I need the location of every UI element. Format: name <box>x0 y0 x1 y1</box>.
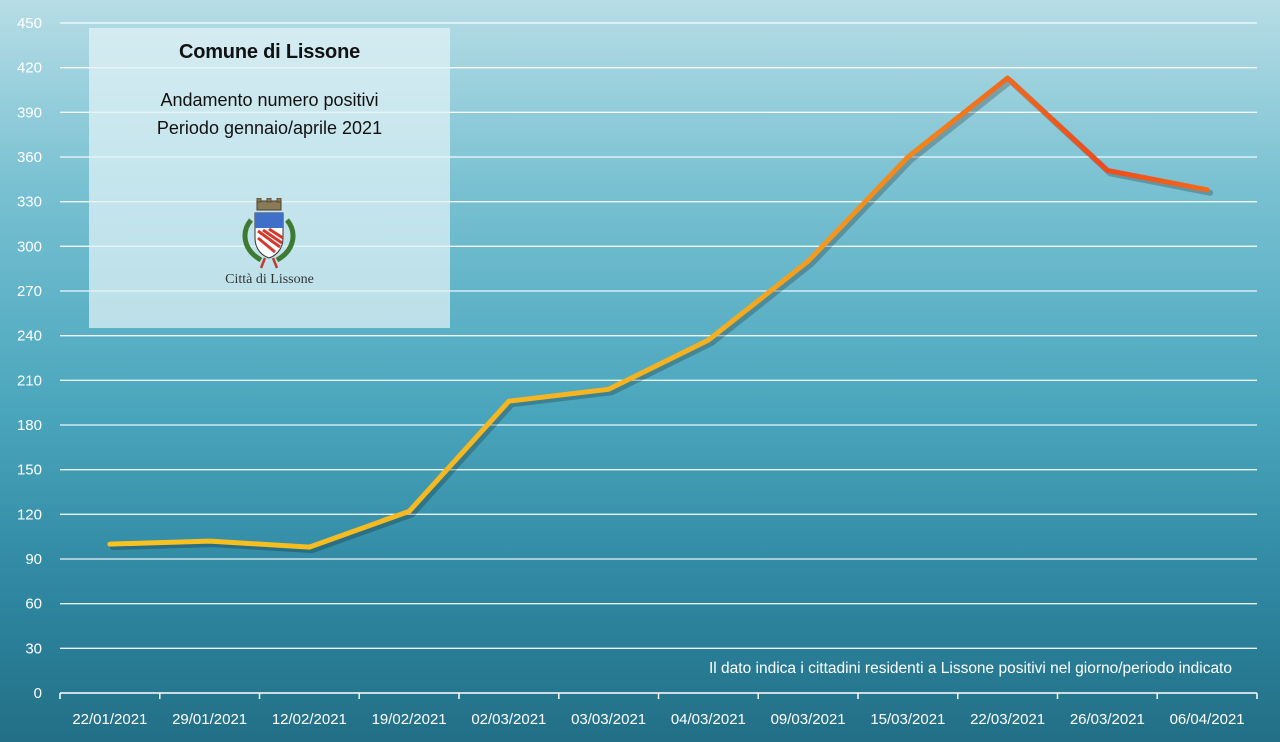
chart-info-box: Comune di Lissone Andamento numero posit… <box>89 28 450 328</box>
y-tick-label: 0 <box>34 685 42 702</box>
x-tick-label: 02/03/2021 <box>471 711 546 728</box>
x-tick-label: 03/03/2021 <box>571 711 646 728</box>
y-tick-label: 240 <box>17 328 42 345</box>
x-tick-label: 09/03/2021 <box>771 711 846 728</box>
x-tick-label: 29/01/2021 <box>172 711 247 728</box>
chart-subtitle-line2: Periodo gennaio/aprile 2021 <box>156 118 383 138</box>
y-tick-label: 210 <box>17 372 42 389</box>
y-tick-label: 450 <box>17 15 42 32</box>
y-tick-label: 330 <box>17 194 42 211</box>
city-crest-icon <box>242 198 296 269</box>
y-tick-label: 180 <box>17 417 42 434</box>
y-tick-label: 120 <box>17 506 42 523</box>
y-tick-label: 30 <box>25 640 42 657</box>
chart-annotation: Il dato indica i cittadini residenti a L… <box>708 660 1232 677</box>
x-tick-label: 12/02/2021 <box>272 711 347 728</box>
x-tick-label: 15/03/2021 <box>870 711 945 728</box>
y-tick-label: 300 <box>17 238 42 255</box>
y-tick-label: 60 <box>25 596 42 613</box>
y-tick-label: 420 <box>17 60 42 77</box>
y-tick-label: 150 <box>17 462 42 479</box>
city-logo-text: Città di Lissone <box>225 272 314 287</box>
y-tick-label: 270 <box>17 283 42 300</box>
y-tick-label: 90 <box>25 551 42 568</box>
x-tick-label: 04/03/2021 <box>671 711 746 728</box>
chart-subtitle-line1: Andamento numero positivi <box>160 90 379 110</box>
x-tick-label: 19/02/2021 <box>372 711 447 728</box>
x-tick-label: 22/03/2021 <box>970 711 1045 728</box>
x-tick-label: 22/01/2021 <box>72 711 147 728</box>
chart-title: Comune di Lissone <box>178 41 361 63</box>
y-tick-label: 390 <box>17 104 42 121</box>
x-tick-label: 26/03/2021 <box>1070 711 1145 728</box>
series-line <box>107 75 1210 550</box>
x-tick-label: 06/04/2021 <box>1170 711 1245 728</box>
y-tick-label: 360 <box>17 149 42 166</box>
